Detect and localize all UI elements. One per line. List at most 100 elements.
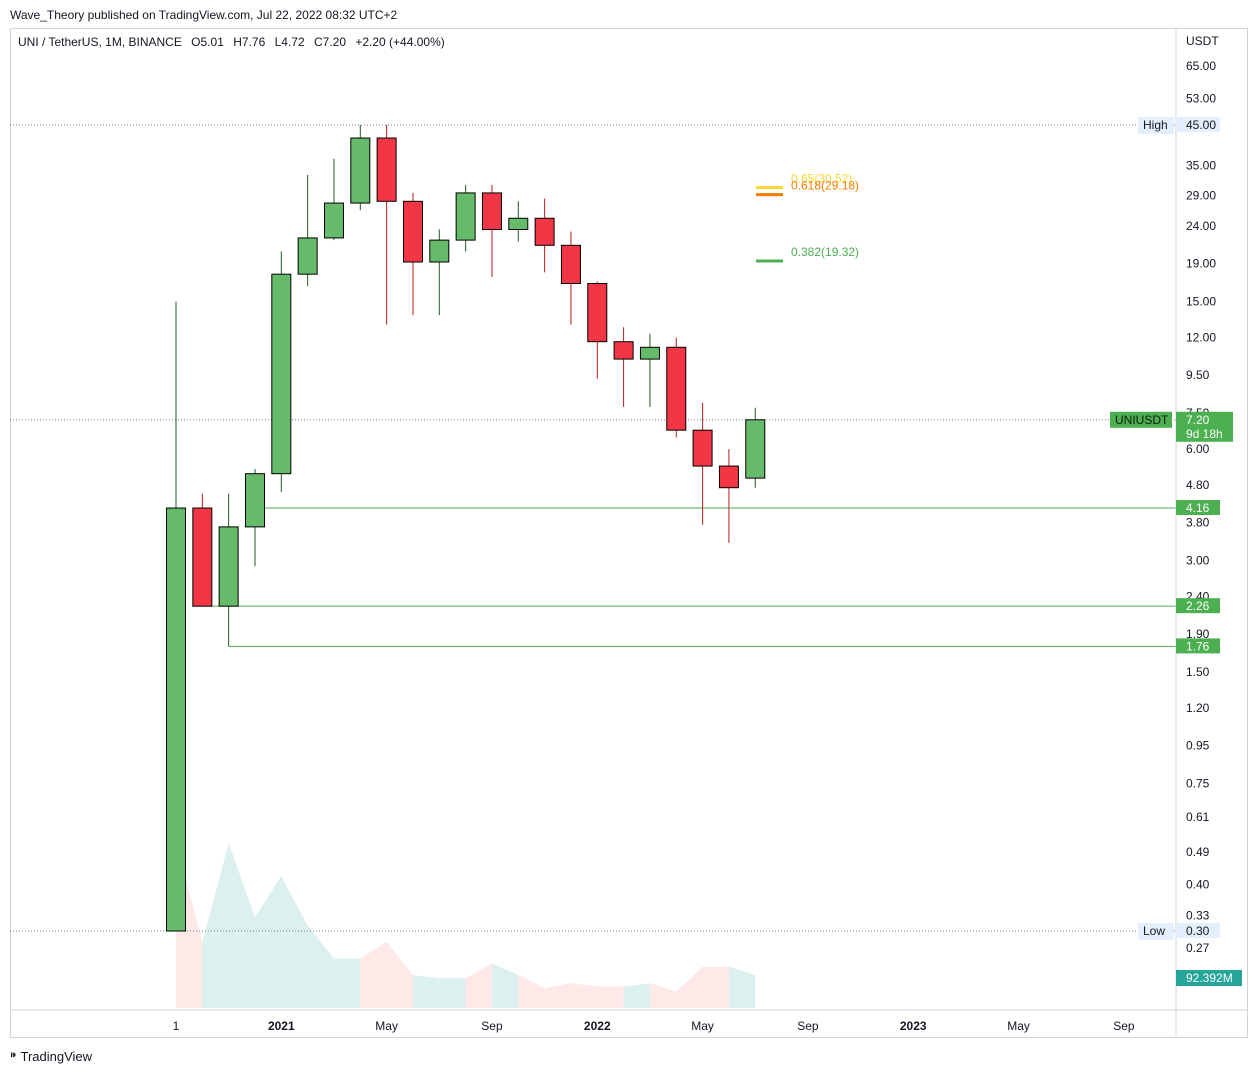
side-label: Low — [1143, 924, 1165, 938]
fib-level-label: 0.618(29.18) — [791, 179, 859, 193]
level-price-badge: 1.76 — [1186, 639, 1210, 653]
volume-segment — [544, 983, 571, 1008]
side-label-bg — [1138, 117, 1174, 134]
countdown-label: 9d 18h — [1186, 427, 1223, 441]
candle-body — [271, 273, 292, 475]
volume-segment — [570, 983, 598, 1008]
volume-segment — [412, 975, 440, 1008]
candle-body — [560, 244, 581, 284]
brand-label: TradingView — [20, 1048, 93, 1064]
candle-body — [402, 200, 423, 263]
price-tick-label: 4.80 — [1186, 478, 1210, 492]
volume-segment — [254, 876, 282, 1008]
volume-segment — [491, 963, 519, 1008]
price-tick-label: 24.00 — [1186, 219, 1216, 233]
volume-segment — [307, 925, 334, 1008]
volume-segment — [676, 966, 703, 1008]
last-price-badge-bg — [1176, 411, 1233, 442]
price-tick-label: 1.50 — [1186, 665, 1210, 679]
time-tick-label: May — [691, 1019, 714, 1033]
price-tick-label: 0.49 — [1186, 845, 1210, 859]
horizontal-levels — [10, 124, 1176, 932]
time-tick-label: Sep — [797, 1019, 819, 1033]
volume-segment — [333, 958, 361, 1008]
currency-label: USDT — [1186, 34, 1219, 48]
price-tick-label: 3.00 — [1186, 554, 1210, 568]
volume-segment — [465, 963, 492, 1008]
legend-close: C7.20 — [313, 35, 346, 49]
price-tick-label: 0.61 — [1186, 810, 1210, 824]
candle-body — [745, 419, 766, 479]
price-tick-label: 1.20 — [1186, 701, 1210, 715]
level-price-badge-bg — [1176, 598, 1220, 614]
candle-body — [639, 346, 660, 360]
legend-low: L4.72 — [274, 35, 305, 49]
candle-body — [718, 465, 739, 489]
price-badge-bg — [1176, 923, 1220, 938]
price-tick-label: 0.33 — [1186, 909, 1210, 923]
symbol-legend: UNI / TetherUS, 1M, BINANCE O5.01 H7.76 … — [18, 35, 451, 49]
last-price-value: 7.20 — [1186, 413, 1210, 427]
volume-segment — [228, 843, 255, 1008]
fib-level-label: 0.65(30.52) — [791, 171, 852, 185]
candle-body — [587, 282, 608, 343]
volume-segment — [597, 986, 624, 1008]
volume-segment — [202, 843, 229, 1008]
time-axis[interactable]: 1 2021 May Sep 2022 May Sep 2023 May Sep — [173, 1019, 1135, 1033]
volume-segment — [360, 942, 387, 1008]
price-tick-label: 0.27 — [1186, 941, 1210, 955]
candle-body — [218, 526, 239, 607]
time-tick-label: May — [1007, 1019, 1030, 1033]
price-tick-label: 53.00 — [1186, 92, 1216, 106]
footer-brand[interactable]: ⁍ TradingView — [10, 1048, 92, 1064]
candles — [166, 125, 766, 932]
volume-segment — [623, 983, 650, 1008]
legend-high: H7.76 — [233, 35, 266, 49]
price-tick-label: 29.00 — [1186, 189, 1216, 203]
tradingview-logo-icon: ⁍ — [10, 1048, 17, 1063]
candle-body — [692, 429, 713, 467]
candle-body — [323, 202, 344, 239]
volume-segment — [518, 975, 545, 1008]
level-price-badge-bg — [1176, 638, 1220, 654]
price-tick-label: 3.80 — [1186, 516, 1210, 530]
volume-segment — [728, 966, 756, 1008]
candle-body — [534, 217, 555, 246]
symbol-label: UNIUSDT — [1115, 413, 1169, 427]
price-badge-bg — [1176, 117, 1220, 132]
time-tick-label: 2022 — [584, 1019, 611, 1033]
price-badge: 45.00 — [1186, 118, 1216, 132]
chart-frame — [10, 28, 1248, 1038]
candle-body — [666, 346, 687, 431]
attribution-text: Wave_Theory published on TradingView.com… — [10, 8, 398, 22]
volume-segment — [439, 978, 466, 1008]
time-tick-label: Sep — [481, 1019, 503, 1033]
volume-segment — [386, 942, 413, 1008]
level-price-badge: 2.26 — [1186, 599, 1210, 613]
price-tick-label: 0.75 — [1186, 777, 1210, 791]
time-tick-label: Sep — [1113, 1019, 1135, 1033]
candle-body — [244, 473, 265, 528]
price-tick-label: 9.50 — [1186, 368, 1210, 382]
volume-segment — [281, 876, 308, 1008]
side-label-bg — [1138, 923, 1174, 940]
candle-body — [166, 507, 186, 932]
price-badge: 0.30 — [1186, 924, 1210, 938]
price-tick-label: 19.00 — [1186, 257, 1216, 271]
volume-segment — [702, 966, 729, 1008]
volume-area — [176, 843, 756, 1008]
volume-badge-bg — [1176, 970, 1242, 986]
level-price-badge: 4.16 — [1186, 501, 1210, 515]
level-price-badge-bg — [1176, 500, 1220, 516]
candle-body — [376, 137, 397, 202]
side-label: High — [1143, 118, 1168, 132]
legend-symbol[interactable]: UNI / TetherUS, 1M, BINANCE — [18, 35, 182, 49]
price-tick-label: 6.00 — [1186, 442, 1210, 456]
fib-levels: 0.65(30.52)0.618(29.18) 0.382(19.32) — [756, 171, 859, 263]
candle-body — [192, 507, 213, 607]
price-axis[interactable]: USDT 65.00 53.00 45.00 35.00 29.00 24.00 19.00 1… — [10, 28, 1248, 1037]
fib-level-label: 0.382(19.32) — [791, 245, 859, 259]
volume-segment — [649, 983, 677, 1008]
